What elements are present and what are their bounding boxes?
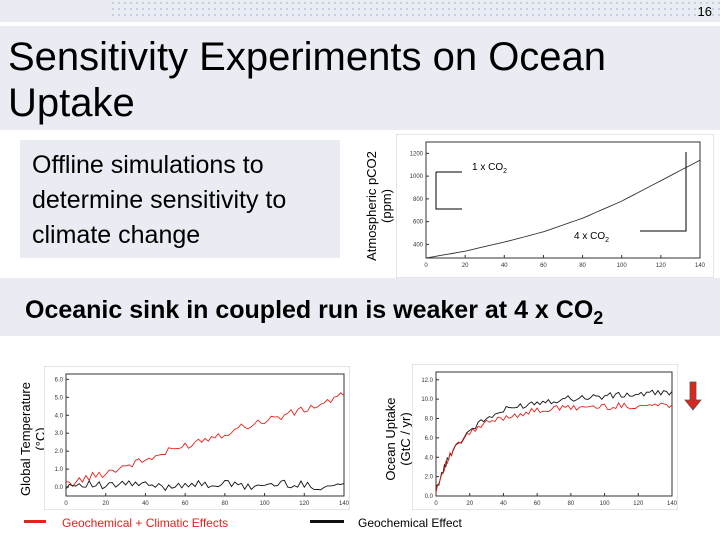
x-tick-label: 120 <box>656 263 667 269</box>
annotation-1x-subscript: 2 <box>503 168 507 175</box>
y-tick-label: 2.0 <box>425 475 434 481</box>
plot-frame <box>65 373 345 497</box>
subheading-band <box>0 278 720 336</box>
black-series-line <box>65 479 345 492</box>
y-tick-label: 12.0 <box>421 378 433 384</box>
chart-background <box>412 364 678 510</box>
plot-frame <box>435 371 673 497</box>
y-tick-label: 0.0 <box>55 485 64 491</box>
slide-number: 16 <box>697 4 712 19</box>
red-series-line <box>65 392 345 488</box>
data-series-line <box>425 159 701 259</box>
y-tick-label: 1000 <box>410 174 424 180</box>
x-tick-label: 80 <box>579 263 586 269</box>
annotation-4x-subscript: 2 <box>605 237 609 244</box>
x-tick-label: 0 <box>434 501 438 507</box>
y-tick-label: 4.0 <box>425 455 434 461</box>
top-chart-ylabel-line1: Atmospheric pCO2 <box>364 151 379 261</box>
y-tick-label: 5.0 <box>55 395 64 401</box>
x-tick-label: 120 <box>299 501 310 507</box>
x-tick-label: 40 <box>500 501 507 507</box>
y-tick-label: 4.0 <box>55 413 64 419</box>
annotation-4x-co2: 4 x CO2 <box>574 231 609 244</box>
y-tick-label: 400 <box>413 242 424 248</box>
dot-pattern <box>110 0 720 18</box>
plot-frame <box>425 141 701 259</box>
x-tick-label: 140 <box>667 501 678 507</box>
legend-red-line <box>24 520 46 523</box>
subheading-main: Oceanic sink in coupled run is weaker at… <box>25 296 594 324</box>
right-chart-ylabel-line2: (GtC / yr) <box>398 412 413 466</box>
y-tick-label: 6.0 <box>55 377 64 383</box>
y-tick-label: 3.0 <box>55 431 64 437</box>
decorative-stripe <box>0 22 720 26</box>
temperature-chart: 0 20 40 60 80 100 120 140 0.0 1.0 2.0 3.0 4.0 5.0 6.0 <box>44 366 350 510</box>
x-tick-label: 140 <box>339 501 350 507</box>
legend-black-label: Geochemical Effect <box>358 516 462 530</box>
x-tick-label: 20 <box>102 501 109 507</box>
legend-black-line <box>310 520 344 523</box>
x-tick-label: 60 <box>540 263 547 269</box>
x-tick-label: 60 <box>182 501 189 507</box>
y-tick-label: 8.0 <box>425 417 434 423</box>
y-tick-label: 800 <box>413 197 424 203</box>
subheading-subscript: 2 <box>593 308 604 328</box>
bullet-text: Offline simulations to determine sensiti… <box>20 140 340 258</box>
annotation-1x-co2: 1 x CO2 <box>472 162 507 175</box>
legend-red-label: Geochemical + Climatic Effects <box>62 516 229 530</box>
chart-background <box>396 134 714 278</box>
x-tick-label: 140 <box>695 263 706 269</box>
top-chart-ylabel-line2: (ppm) <box>379 189 394 223</box>
x-tick-label: 40 <box>142 501 149 507</box>
x-tick-label: 40 <box>501 263 508 269</box>
y-tick-label: 0.0 <box>425 494 434 500</box>
x-tick-label: 20 <box>462 263 469 269</box>
x-tick-label: 80 <box>568 501 575 507</box>
right-chart-ylabel-line1: Ocean Uptake <box>383 397 398 481</box>
title-band <box>0 0 720 130</box>
y-tick-label: 1.0 <box>55 467 64 473</box>
x-tick-label: 100 <box>600 501 611 507</box>
y-tick-label: 600 <box>413 220 424 226</box>
x-tick-label: 100 <box>260 501 271 507</box>
y-tick-label: 10.0 <box>421 397 433 403</box>
down-arrow-icon <box>684 381 702 411</box>
x-tick-label: 120 <box>633 501 644 507</box>
red-series-line <box>435 401 673 494</box>
slide-title: Sensitivity Experiments on Ocean Uptake <box>8 35 607 125</box>
x-tick-label: 0 <box>64 501 68 507</box>
pco2-chart: 0 20 40 60 80 100 120 140 400 600 800 1000 1200 1 x C… <box>396 134 714 278</box>
annotation-bracket-4x <box>640 152 687 232</box>
chart-background <box>44 366 350 510</box>
y-tick-label: 1200 <box>410 151 424 157</box>
y-tick-label: 2.0 <box>55 449 64 455</box>
annotation-bracket-1x <box>435 172 462 210</box>
x-tick-label: 60 <box>534 501 541 507</box>
subheading: Oceanic sink in coupled run is weaker at… <box>25 296 603 329</box>
y-tick-label: 6.0 <box>425 436 434 442</box>
left-chart-ylabel-line1: Global Temperature <box>18 382 33 496</box>
x-tick-label: 20 <box>466 501 473 507</box>
x-tick-label: 100 <box>617 263 628 269</box>
top-chart-ylabel: Atmospheric pCO2 (ppm) <box>364 136 396 276</box>
x-tick-label: 0 <box>424 263 428 269</box>
x-tick-label: 80 <box>222 501 229 507</box>
ocean-uptake-chart: 0 20 40 60 80 100 120 140 0.0 2.0 4.0 6.0 8.0 10.0 12.… <box>412 364 678 510</box>
